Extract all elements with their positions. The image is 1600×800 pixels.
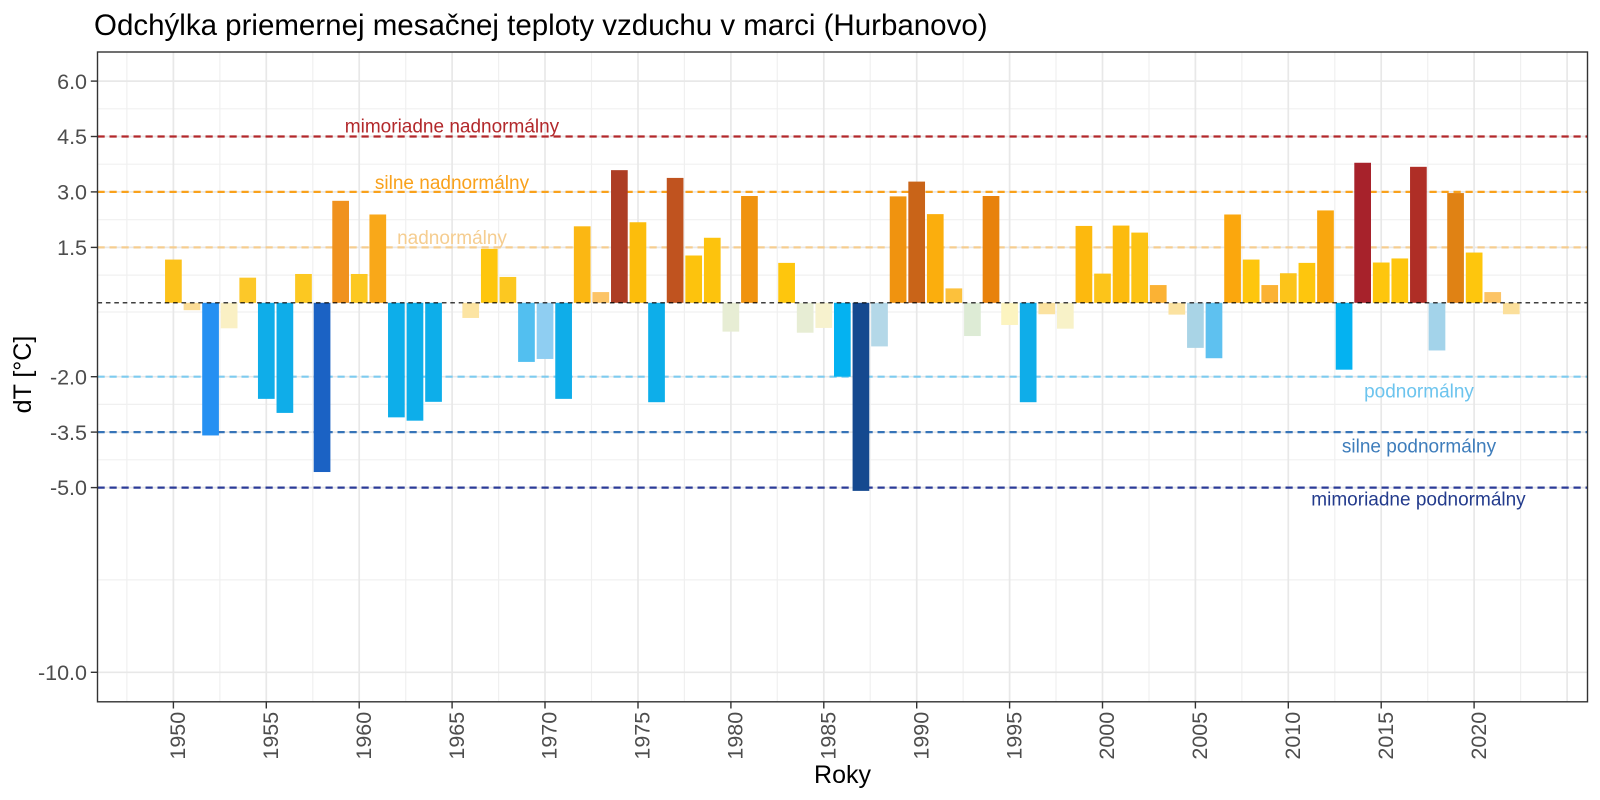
svg-text:1950: 1950 (166, 712, 190, 760)
svg-text:2000: 2000 (1095, 712, 1119, 760)
svg-text:3.0: 3.0 (57, 181, 87, 205)
svg-text:1960: 1960 (352, 712, 376, 760)
svg-text:1990: 1990 (909, 712, 933, 760)
svg-text:nadnormálny: nadnormálny (397, 228, 507, 249)
svg-text:-2.0: -2.0 (50, 365, 87, 389)
svg-text:1955: 1955 (259, 712, 283, 760)
svg-text:1.5: 1.5 (57, 236, 87, 260)
svg-text:-3.5: -3.5 (50, 421, 87, 445)
svg-text:2020: 2020 (1467, 712, 1491, 760)
svg-text:1995: 1995 (1002, 712, 1026, 760)
svg-text:mimoriadne nadnormálny: mimoriadne nadnormálny (345, 117, 560, 138)
svg-text:silne podnormálny: silne podnormálny (1342, 436, 1497, 457)
svg-text:-5.0: -5.0 (50, 476, 87, 500)
svg-text:Odchýlka priemernej mesačnej t: Odchýlka priemernej mesačnej teploty vzd… (94, 9, 988, 42)
svg-text:-10.0: -10.0 (38, 661, 87, 685)
svg-text:2010: 2010 (1281, 712, 1305, 760)
svg-text:silne nadnormálny: silne nadnormálny (375, 173, 530, 194)
svg-text:mimoriadne podnormálny: mimoriadne podnormálny (1311, 490, 1526, 511)
svg-text:2015: 2015 (1374, 712, 1398, 760)
svg-text:1985: 1985 (817, 712, 841, 760)
svg-text:1970: 1970 (538, 712, 562, 760)
svg-text:1975: 1975 (631, 712, 655, 760)
svg-text:podnormálny: podnormálny (1364, 381, 1474, 402)
svg-text:Roky: Roky (814, 761, 871, 789)
svg-text:1965: 1965 (445, 712, 469, 760)
svg-text:1980: 1980 (724, 712, 748, 760)
svg-text:dT [°C]: dT [°C] (9, 336, 37, 414)
svg-text:4.5: 4.5 (57, 125, 87, 149)
svg-text:6.0: 6.0 (57, 70, 87, 94)
svg-text:2005: 2005 (1188, 712, 1212, 760)
